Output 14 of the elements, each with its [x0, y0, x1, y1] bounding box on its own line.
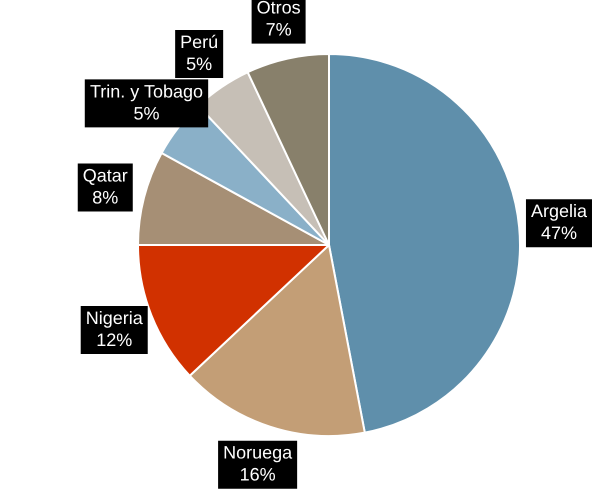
slice-label: Qatar [82, 166, 128, 186]
data-label: 5% [133, 103, 160, 124]
data-label: 7% [266, 20, 292, 40]
slice-label: Argelia [530, 201, 588, 222]
data-label: 12% [96, 330, 132, 350]
data-label: 16% [240, 464, 276, 485]
data-label: 5% [186, 54, 212, 74]
data-label: 47% [540, 223, 577, 244]
slice-label: Otros [256, 0, 301, 18]
slice-label: Nigeria [86, 308, 144, 328]
slice-label: Perú [180, 32, 218, 52]
data-label: 8% [92, 188, 118, 208]
slice-label: Trin. y Tobago [90, 81, 204, 102]
slice-label: Noruega [223, 442, 294, 463]
